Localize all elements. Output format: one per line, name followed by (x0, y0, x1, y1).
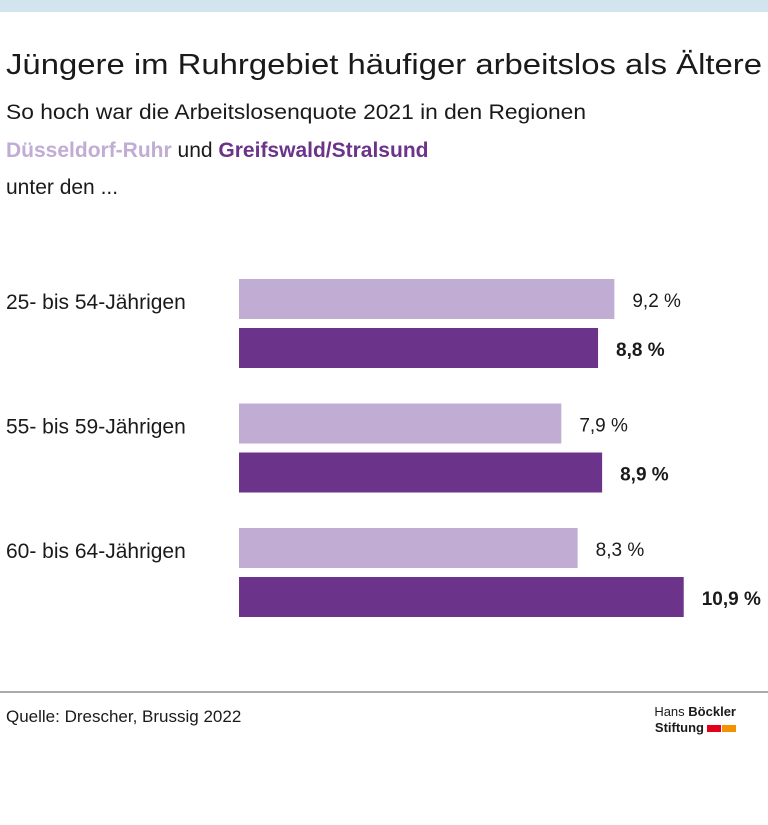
logo-line1: Hans Böckler (654, 704, 736, 719)
bar (239, 279, 615, 319)
logo-text: Hans (654, 704, 685, 719)
bar (239, 403, 562, 444)
value-label: 9,2 % (632, 291, 681, 312)
logo-line2: Stiftung (655, 720, 704, 735)
value-label: 8,9 % (620, 465, 669, 486)
bar (239, 452, 603, 493)
value-label: 10,9 % (702, 589, 761, 610)
subtitle-end: unter den ... (6, 176, 118, 199)
legend: Düsseldorf-Ruhr und Greifswald/Stralsund (6, 139, 428, 162)
bar (239, 328, 599, 368)
legend-entry: Greifswald/Stralsund (218, 139, 428, 162)
value-label: 8,8 % (616, 340, 665, 361)
subtitle: So hoch war die Arbeitslosenquote 2021 i… (6, 101, 586, 124)
logo-mark (707, 725, 721, 732)
value-label: 7,9 % (579, 416, 628, 437)
category-label: 25- bis 54-Jährigen (6, 291, 186, 314)
value-label: 8,3 % (596, 540, 645, 561)
source: Quelle: Drescher, Brussig 2022 (6, 707, 241, 726)
logo-text: Böckler (688, 704, 736, 719)
legend-entry: Düsseldorf-Ruhr (6, 139, 172, 162)
category-label: 55- bis 59-Jährigen (6, 416, 186, 439)
bar (239, 528, 578, 568)
bar (239, 577, 684, 617)
chart-title: Jüngere im Ruhrgebiet häufiger arbeitslo… (6, 49, 762, 81)
logo-mark (722, 725, 736, 732)
top-strip (0, 0, 768, 12)
category-label: 60- bis 64-Jährigen (6, 540, 186, 563)
subtitle-connector: und (178, 139, 213, 162)
